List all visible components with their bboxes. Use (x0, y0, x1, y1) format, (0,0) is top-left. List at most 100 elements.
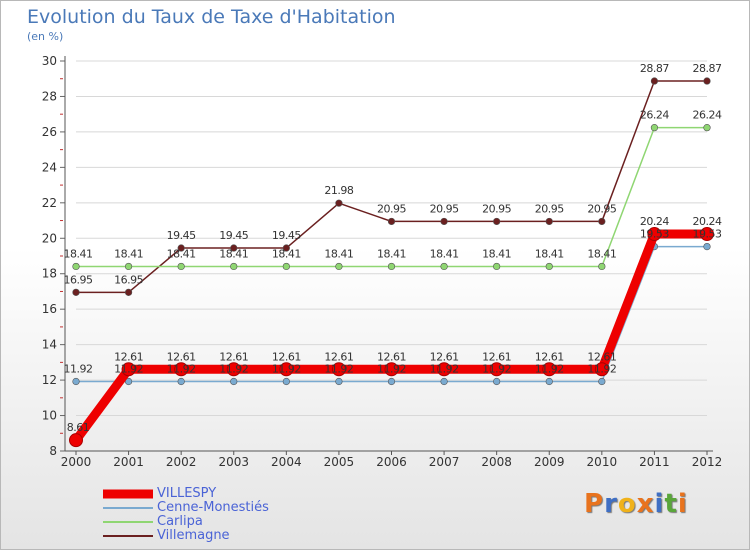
data-point-villespy (279, 362, 294, 377)
data-point-carlipa (335, 262, 343, 271)
data-point-cenne-monesties (230, 377, 238, 386)
data-point-cenne-monesties (440, 377, 448, 386)
data-point-carlipa (124, 262, 133, 271)
data-point-villespy (121, 362, 136, 377)
data-label-carlipa: 26.24 (640, 109, 669, 122)
legend-item-villemagne: Villemagne (103, 529, 269, 543)
x-tick-label: 2002 (166, 455, 197, 469)
data-label-cenne-monesties: 11.92 (64, 363, 93, 376)
data-point-cenne-monesties (282, 377, 290, 386)
data-point-villemagne (493, 217, 501, 226)
chart-subtitle: (en %) (27, 30, 64, 43)
data-label-villespy: 12.61 (114, 350, 143, 363)
data-label-carlipa: 18.41 (535, 247, 564, 260)
legend-label: Carlipa (157, 514, 203, 529)
legend-label: Cenne-Monestiés (157, 500, 269, 515)
data-label-cenne-monesties: 11.92 (377, 363, 406, 376)
data-label-carlipa: 18.41 (64, 247, 93, 260)
data-label-carlipa: 18.41 (114, 247, 143, 260)
data-label-villemagne: 28.87 (640, 62, 669, 75)
data-label-carlipa: 18.41 (587, 247, 616, 260)
data-point-villemagne (72, 288, 80, 296)
data-label-villespy: 12.61 (535, 350, 564, 363)
data-point-carlipa (440, 262, 448, 271)
data-label-villespy: 12.61 (482, 350, 511, 363)
data-point-villespy (437, 362, 452, 377)
y-tick-label: 22 (42, 196, 57, 210)
data-label-villemagne: 20.95 (377, 202, 406, 215)
data-label-villemagne: 16.95 (64, 273, 93, 286)
data-label-cenne-monesties: 11.92 (324, 363, 353, 376)
legend-item-carlipa: Carlipa (103, 515, 269, 529)
data-label-cenne-monesties: 19.53 (693, 228, 722, 241)
data-point-cenne-monesties (387, 377, 396, 386)
data-point-villespy (489, 362, 504, 377)
data-label-villemagne: 20.95 (587, 202, 616, 215)
proxiti-logo: Proxiti (584, 489, 688, 519)
data-label-villemagne: 16.95 (114, 273, 143, 286)
y-tick-label: 24 (42, 160, 57, 174)
data-point-villespy (174, 362, 189, 377)
brand-letter: P (584, 489, 605, 519)
data-point-cenne-monesties (545, 377, 553, 386)
y-tick-label: 20 (42, 231, 57, 245)
y-tick-label: 18 (42, 267, 57, 281)
x-tick-label: 2008 (481, 455, 512, 469)
data-point-carlipa (703, 124, 711, 132)
x-tick-label: 2000 (61, 455, 92, 469)
data-label-cenne-monesties: 11.92 (272, 363, 301, 376)
data-point-villemagne (440, 217, 448, 226)
data-point-villespy (69, 433, 83, 448)
data-label-villespy: 20.24 (693, 215, 722, 228)
data-label-villespy: 12.61 (587, 350, 616, 363)
data-point-cenne-monesties (177, 377, 185, 386)
data-label-carlipa: 18.41 (430, 247, 459, 260)
data-label-carlipa: 18.41 (272, 247, 301, 260)
y-tick-label: 8 (49, 444, 57, 458)
data-label-carlipa: 18.41 (219, 247, 248, 260)
data-point-villemagne (598, 217, 606, 226)
data-point-villemagne (545, 217, 553, 226)
data-point-cenne-monesties (124, 377, 133, 386)
data-label-villemagne: 20.95 (430, 202, 459, 215)
data-label-cenne-monesties: 11.92 (167, 363, 196, 376)
brand-letter: i (654, 489, 665, 519)
series-line-carlipa (75, 126, 708, 268)
x-tick-label: 2011 (639, 455, 670, 469)
data-point-carlipa (650, 124, 659, 132)
data-label-villespy: 12.61 (377, 350, 406, 363)
data-point-cenne-monesties (72, 377, 80, 386)
chart-title: Evolution du Taux de Taxe d'Habitation (27, 6, 396, 28)
legend-item-villespy: VILLESPY (103, 487, 269, 501)
series-line-villemagne (75, 80, 708, 294)
data-point-villespy (647, 227, 662, 242)
data-label-cenne-monesties: 11.92 (114, 363, 143, 376)
data-point-carlipa (230, 262, 238, 271)
data-label-villemagne: 19.45 (272, 229, 301, 242)
x-tick-label: 2012 (692, 455, 723, 469)
data-point-carlipa (282, 262, 290, 271)
data-point-cenne-monesties (493, 377, 501, 386)
data-point-villemagne (703, 77, 711, 85)
data-point-villemagne (387, 217, 396, 226)
data-point-villespy (331, 362, 346, 377)
data-label-villemagne: 21.98 (324, 184, 353, 197)
brand-letter: x (636, 489, 655, 519)
data-label-villemagne: 28.87 (693, 62, 722, 75)
data-label-villemagne: 19.45 (219, 229, 248, 242)
data-label-cenne-monesties: 19.53 (640, 228, 669, 241)
data-point-carlipa (387, 262, 396, 271)
data-label-villespy: 20.24 (640, 215, 669, 228)
x-tick-label: 2004 (271, 455, 302, 469)
data-point-villemagne (124, 288, 133, 296)
data-point-carlipa (598, 262, 606, 271)
x-tick-label: 2003 (218, 455, 249, 469)
data-label-villespy: 12.61 (219, 350, 248, 363)
data-point-cenne-monesties (598, 377, 606, 386)
data-label-carlipa: 18.41 (377, 247, 406, 260)
x-tick-label: 2001 (113, 455, 144, 469)
data-label-villespy: 12.61 (430, 350, 459, 363)
data-point-villemagne (335, 199, 343, 207)
legend-label: VILLESPY (157, 486, 217, 501)
